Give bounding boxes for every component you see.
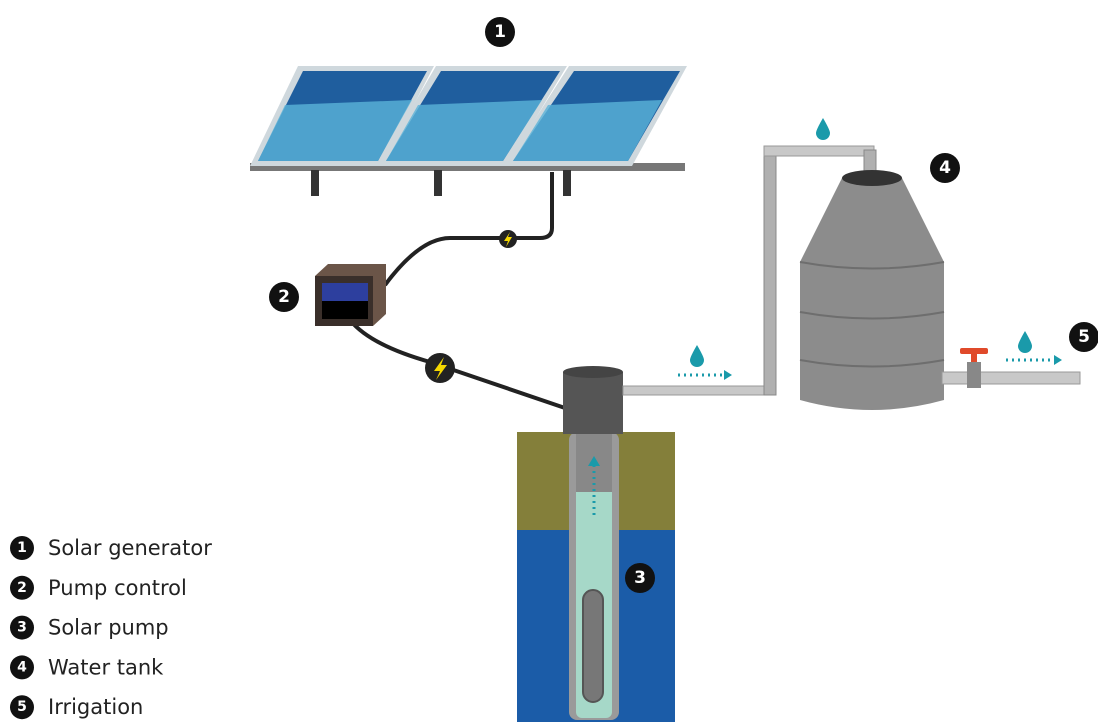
- legend-number: 3: [17, 620, 27, 636]
- legend-label: Pump control: [48, 576, 187, 600]
- flow-arrow-head: [724, 370, 732, 380]
- legend-badge: [10, 575, 34, 600]
- droplet: [816, 118, 830, 140]
- badge-number: 4: [939, 158, 951, 178]
- tank-ribs: [799, 261, 945, 368]
- legend-number: 4: [17, 659, 27, 675]
- badge: 3: [625, 563, 655, 593]
- badge: 1: [485, 17, 515, 47]
- valve: [967, 362, 981, 388]
- lightning: [504, 232, 512, 247]
- badge: 5: [1069, 322, 1098, 352]
- lightning: [434, 357, 447, 380]
- pipe: [622, 385, 776, 396]
- legend-label: Irrigation: [48, 695, 143, 719]
- solar-panels: [250, 66, 687, 196]
- tank-cap: [842, 170, 902, 186]
- flow-arrow-head: [588, 456, 600, 466]
- badge: 2: [269, 282, 299, 312]
- badge-number: 5: [1078, 327, 1090, 347]
- cable: [348, 318, 566, 410]
- flow-arrow-head: [1054, 355, 1062, 365]
- valve-stem: [971, 354, 977, 362]
- valve-handle: [960, 348, 988, 354]
- legend-badge: [10, 615, 34, 640]
- legend-label: Solar pump: [48, 616, 169, 640]
- panel-leg: [563, 170, 571, 196]
- legend-label: Water tank: [48, 655, 164, 679]
- control-screen: [322, 301, 368, 319]
- legend: 1 Solar generator 2 Pump control 3 Solar pump…: [10, 536, 212, 720]
- panel-shine: [513, 100, 662, 161]
- well-head: [563, 372, 623, 434]
- droplet: [1018, 331, 1032, 353]
- pipe: [763, 149, 777, 396]
- panel-shine: [386, 100, 542, 161]
- control-screen: [322, 283, 368, 301]
- well-head-top: [563, 366, 623, 378]
- badge: 4: [930, 153, 960, 183]
- pipe: [763, 145, 875, 157]
- badge-number: 1: [494, 22, 506, 42]
- badge-number: 3: [634, 568, 646, 588]
- legend-number: 5: [17, 699, 27, 715]
- panel-shine: [258, 100, 412, 161]
- panel-base: [250, 163, 685, 171]
- pump-body: [582, 589, 604, 703]
- legend-badge: [10, 695, 34, 720]
- panel-leg: [311, 170, 319, 196]
- legend-badge: [10, 536, 34, 560]
- cable: [383, 172, 554, 287]
- legend-label: Solar generator: [48, 536, 212, 560]
- outlet-pipe: [941, 371, 1081, 385]
- droplet: [690, 345, 704, 367]
- legend-number: 2: [17, 580, 27, 596]
- panel-leg: [434, 170, 442, 196]
- water-tank: [800, 178, 944, 410]
- badge-number: 2: [278, 287, 290, 307]
- legend-number: 1: [17, 540, 27, 556]
- legend-badge: [10, 655, 34, 680]
